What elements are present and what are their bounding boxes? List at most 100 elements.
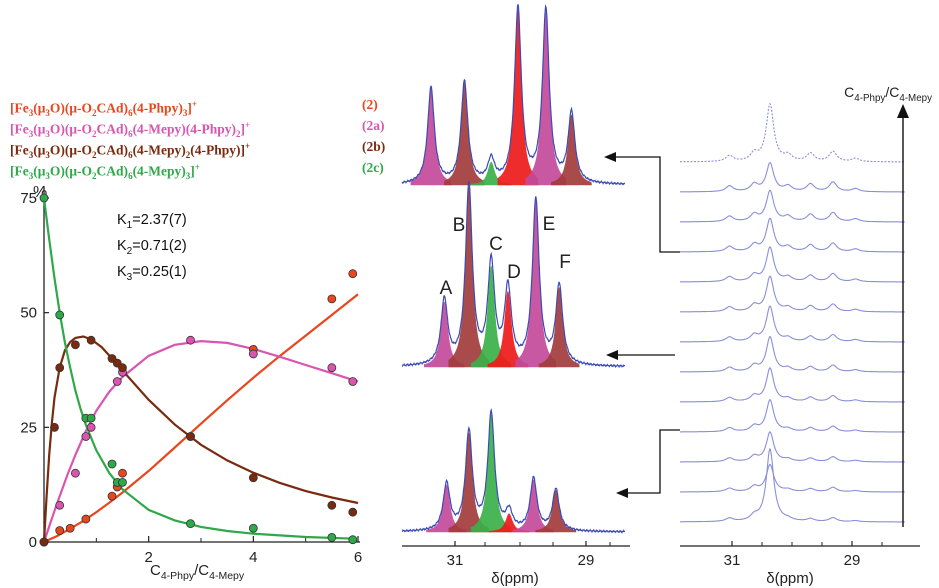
peak-fill <box>444 82 485 186</box>
legend-label: [Fe3(μ3O)(μ-O2CAd)6(4-Mepy)3]+ <box>10 162 200 182</box>
peak-label: F <box>559 252 571 273</box>
arrowhead <box>604 152 616 162</box>
data-point <box>39 537 49 547</box>
data-point <box>248 349 258 359</box>
legend-row-2c: [Fe3(μ3O)(μ-O2CAd)6(4-Mepy)3]+ (2c) <box>10 157 405 181</box>
data-point <box>248 473 258 483</box>
stacked-spectrum <box>680 189 905 223</box>
x-tick-label: 6 <box>354 549 362 566</box>
equilibrium-constants: K1=2.37(7) K2=0.71(2) K3=0.25(1) <box>117 210 187 288</box>
k2-value: K2=0.71(2) <box>117 237 187 257</box>
data-point <box>55 310 65 320</box>
stacked-spectrum <box>680 463 905 493</box>
legend-row-2a: [Fe3(μ3O)(μ-O2CAd)6(4-Mepy)(4-Phpy)2]+ (2… <box>10 115 405 139</box>
data-point <box>107 459 117 469</box>
data-point <box>107 491 117 501</box>
stacked-spectrum <box>679 102 905 163</box>
x-tick-label: 4 <box>249 549 257 566</box>
stacked-spectrum <box>680 275 905 313</box>
stacked-spectrum <box>680 217 905 253</box>
stacked-spectrum <box>680 246 905 283</box>
deconvoluted-spectra-panel: A B CD EF 31 29 δ(ppm) <box>401 4 630 587</box>
envelope-line <box>401 408 625 534</box>
data-point <box>327 363 337 373</box>
stacked-spectra-panel: 31 29 δ(ppm) C4-Phpy/C4-Mepy <box>679 84 932 587</box>
data-point <box>39 193 49 203</box>
legend-tag: (2b) <box>362 139 386 154</box>
data-point <box>55 363 65 373</box>
data-point <box>327 294 337 304</box>
peak-label: B <box>453 215 466 236</box>
connector-arrows <box>604 152 680 498</box>
peak-label: A <box>440 278 453 299</box>
data-point <box>327 533 337 542</box>
data-point <box>55 500 65 510</box>
data-point <box>86 413 96 423</box>
x-tick-label: 2 <box>144 549 152 566</box>
data-point <box>186 432 195 441</box>
spectrum-top <box>401 4 626 186</box>
x-axis-label: δ(ppm) <box>491 570 539 587</box>
data-point <box>118 468 127 478</box>
data-point <box>186 335 195 345</box>
direction-arrow-label: C4-Phpy/C4-Mepy <box>844 84 932 104</box>
y-tick-label: 50 <box>20 305 37 322</box>
legend-tag: (2a) <box>362 118 385 133</box>
y-tick-label: 25 <box>20 419 37 436</box>
data-point <box>348 269 358 279</box>
direction-arrow-head <box>897 104 909 118</box>
x-tick-label: 31 <box>447 552 464 569</box>
stacked-spectrum <box>680 431 905 463</box>
data-point <box>348 507 358 517</box>
k1-value: K1=2.37(7) <box>117 212 187 231</box>
peak-fill <box>535 489 577 533</box>
spectrum-bottom <box>401 408 625 534</box>
peak-label: D <box>507 262 521 283</box>
envelope-line <box>401 4 626 186</box>
x-tick-label: 29 <box>578 552 595 569</box>
stacked-spectrum <box>680 335 905 373</box>
connector-top <box>612 156 680 253</box>
data-point <box>50 422 59 432</box>
data-point <box>65 523 75 533</box>
legend-tag: (2) <box>362 97 378 112</box>
legend-label: [Fe3(μ3O)(μ-O2CAd)6(4-Phpy)3]+ <box>10 99 197 119</box>
stacked-spectrum <box>680 448 905 523</box>
x-axis-label: δ(ppm) <box>766 570 814 587</box>
legend-row-2b: [Fe3(μ3O)(μ-O2CAd)6(4-Mepy)2(4-Phpy)]+ (2… <box>10 136 405 160</box>
fit-curve-(2a) <box>42 339 359 543</box>
data-point <box>55 526 65 535</box>
legend-row-2: [Fe3(μ3O)(μ-O2CAd)6(4-Phpy)3]+ (2) <box>10 94 405 118</box>
peak-fill <box>538 287 580 368</box>
peak-fill <box>448 186 490 368</box>
data-point <box>86 422 96 432</box>
stacked-spectrum <box>680 367 905 403</box>
peak-fill <box>551 114 592 186</box>
data-point <box>81 432 91 441</box>
y-tick-label: 0 <box>29 534 37 551</box>
data-point <box>348 377 358 386</box>
data-point <box>71 340 80 350</box>
peak-fill <box>410 87 452 186</box>
y-tick-label: 75 <box>20 190 37 207</box>
peak-fill <box>515 201 557 368</box>
fit-curve-(2c) <box>42 197 359 540</box>
data-point <box>86 335 96 345</box>
stacked-spectrum <box>680 161 905 193</box>
legend-label: [Fe3(μ3O)(μ-O2CAd)6(4-Mepy)(4-Phpy)2]+ <box>10 120 251 140</box>
data-point <box>118 477 127 487</box>
stacked-spectrum <box>680 305 905 343</box>
fit-curve-(2b) <box>42 335 359 543</box>
data-point <box>71 468 80 478</box>
x-axis-label-text: C4-Phpy/C4-Mepy <box>150 562 245 582</box>
arrowhead <box>616 488 628 498</box>
data-point <box>327 500 337 510</box>
x-tick-label: 31 <box>724 552 741 569</box>
data-point <box>348 535 358 545</box>
peak-label: C <box>489 234 503 255</box>
data-point <box>112 377 122 386</box>
fit-curve-(2) <box>43 293 359 544</box>
peak-fill <box>525 11 567 186</box>
